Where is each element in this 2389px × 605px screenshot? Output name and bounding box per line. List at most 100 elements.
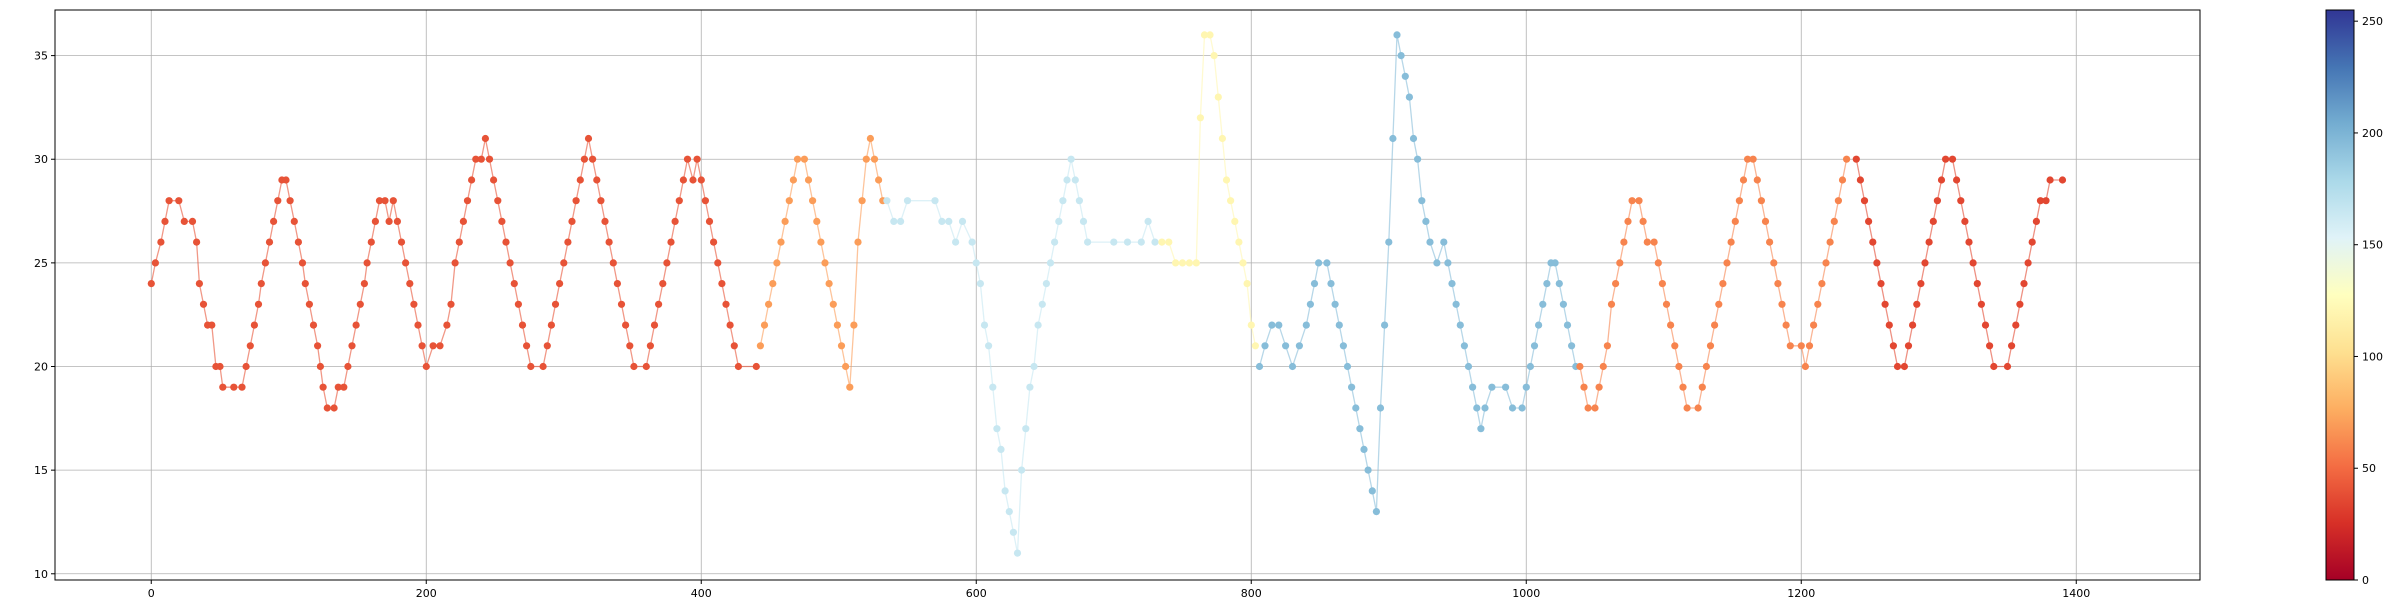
data-point	[1643, 238, 1651, 246]
data-point	[854, 238, 862, 246]
connecting-lines	[150, 34, 2063, 554]
data-point	[1986, 342, 1994, 350]
data-point	[1877, 280, 1885, 288]
data-point	[514, 300, 523, 308]
data-point	[718, 280, 726, 288]
data-point	[1838, 176, 1847, 184]
data-point	[323, 404, 331, 412]
data-point	[286, 197, 294, 205]
data-point	[1235, 238, 1243, 246]
data-point	[314, 342, 322, 350]
data-point	[1551, 259, 1559, 267]
x-tick-label: 1400	[2062, 587, 2090, 600]
data-point	[1873, 259, 1881, 267]
data-point	[1196, 114, 1204, 122]
data-point	[958, 217, 967, 225]
data-point	[410, 300, 418, 308]
data-point	[613, 280, 622, 288]
x-tick-label: 200	[416, 587, 437, 600]
data-point	[1414, 155, 1422, 163]
data-point	[1843, 155, 1851, 163]
data-point	[1323, 259, 1331, 267]
data-point	[1405, 93, 1413, 101]
data-point	[1658, 280, 1666, 288]
data-point	[1893, 362, 1902, 371]
data-point	[1508, 404, 1517, 412]
y-tick-label: 25	[34, 257, 48, 270]
data-point	[1913, 300, 1921, 308]
data-point	[2003, 362, 2012, 371]
data-point	[597, 197, 605, 205]
data-point	[730, 342, 738, 350]
data-point	[1753, 176, 1761, 184]
data-point	[340, 383, 348, 391]
data-point	[344, 362, 352, 371]
data-point	[1869, 238, 1877, 246]
data-point	[147, 280, 155, 288]
data-point	[1584, 404, 1592, 412]
data-point	[630, 362, 638, 371]
data-point	[593, 176, 601, 184]
data-point	[1268, 321, 1276, 329]
data-point	[858, 197, 866, 205]
data-point	[1702, 362, 1710, 371]
data-point	[679, 176, 688, 184]
data-point	[1206, 31, 1214, 39]
data-point	[1535, 321, 1543, 329]
data-point	[175, 197, 183, 205]
data-point	[242, 362, 250, 371]
data-point	[1372, 508, 1380, 516]
data-point	[1591, 404, 1599, 412]
data-point	[1343, 362, 1352, 371]
data-point	[1302, 321, 1310, 329]
data-point	[468, 176, 476, 184]
data-point	[1393, 31, 1401, 39]
data-point	[1568, 342, 1576, 350]
data-point	[580, 155, 589, 163]
data-point	[1231, 217, 1239, 225]
data-point	[367, 238, 375, 246]
data-point	[305, 300, 313, 308]
data-point	[188, 217, 197, 225]
data-point	[883, 197, 891, 205]
data-point	[976, 280, 985, 288]
data-point	[219, 383, 227, 391]
data-point	[781, 217, 789, 225]
data-point	[1757, 197, 1765, 205]
data-point	[1001, 487, 1009, 495]
x-tick-label: 0	[148, 587, 155, 600]
data-point	[1607, 300, 1616, 308]
data-point	[1711, 321, 1719, 329]
x-tick-label: 400	[691, 587, 712, 600]
data-point	[1805, 342, 1814, 350]
data-point	[1612, 280, 1620, 288]
colorbar	[2325, 9, 2355, 581]
data-point	[1616, 259, 1624, 267]
data-point	[199, 300, 208, 308]
data-point	[429, 342, 437, 350]
data-point	[1331, 300, 1339, 308]
data-point	[1822, 259, 1830, 267]
data-point	[1214, 93, 1222, 101]
data-point	[385, 217, 393, 225]
series-line	[886, 159, 1156, 554]
data-point	[151, 259, 159, 267]
data-point	[238, 383, 246, 391]
data-point	[360, 280, 368, 288]
data-point	[1456, 321, 1464, 329]
data-point	[2042, 197, 2050, 205]
data-point	[1137, 238, 1145, 246]
data-point	[472, 155, 480, 163]
data-point	[1310, 280, 1319, 288]
data-point	[1739, 176, 1748, 184]
data-point	[1706, 342, 1715, 350]
data-point	[270, 217, 278, 225]
y-tick-label: 10	[34, 568, 48, 581]
data-point	[1381, 321, 1389, 329]
y-tick-label: 30	[34, 153, 48, 166]
data-point	[1401, 72, 1409, 80]
data-point	[650, 321, 659, 329]
data-point	[352, 321, 360, 329]
data-point	[543, 342, 551, 350]
data-point	[1327, 280, 1335, 288]
